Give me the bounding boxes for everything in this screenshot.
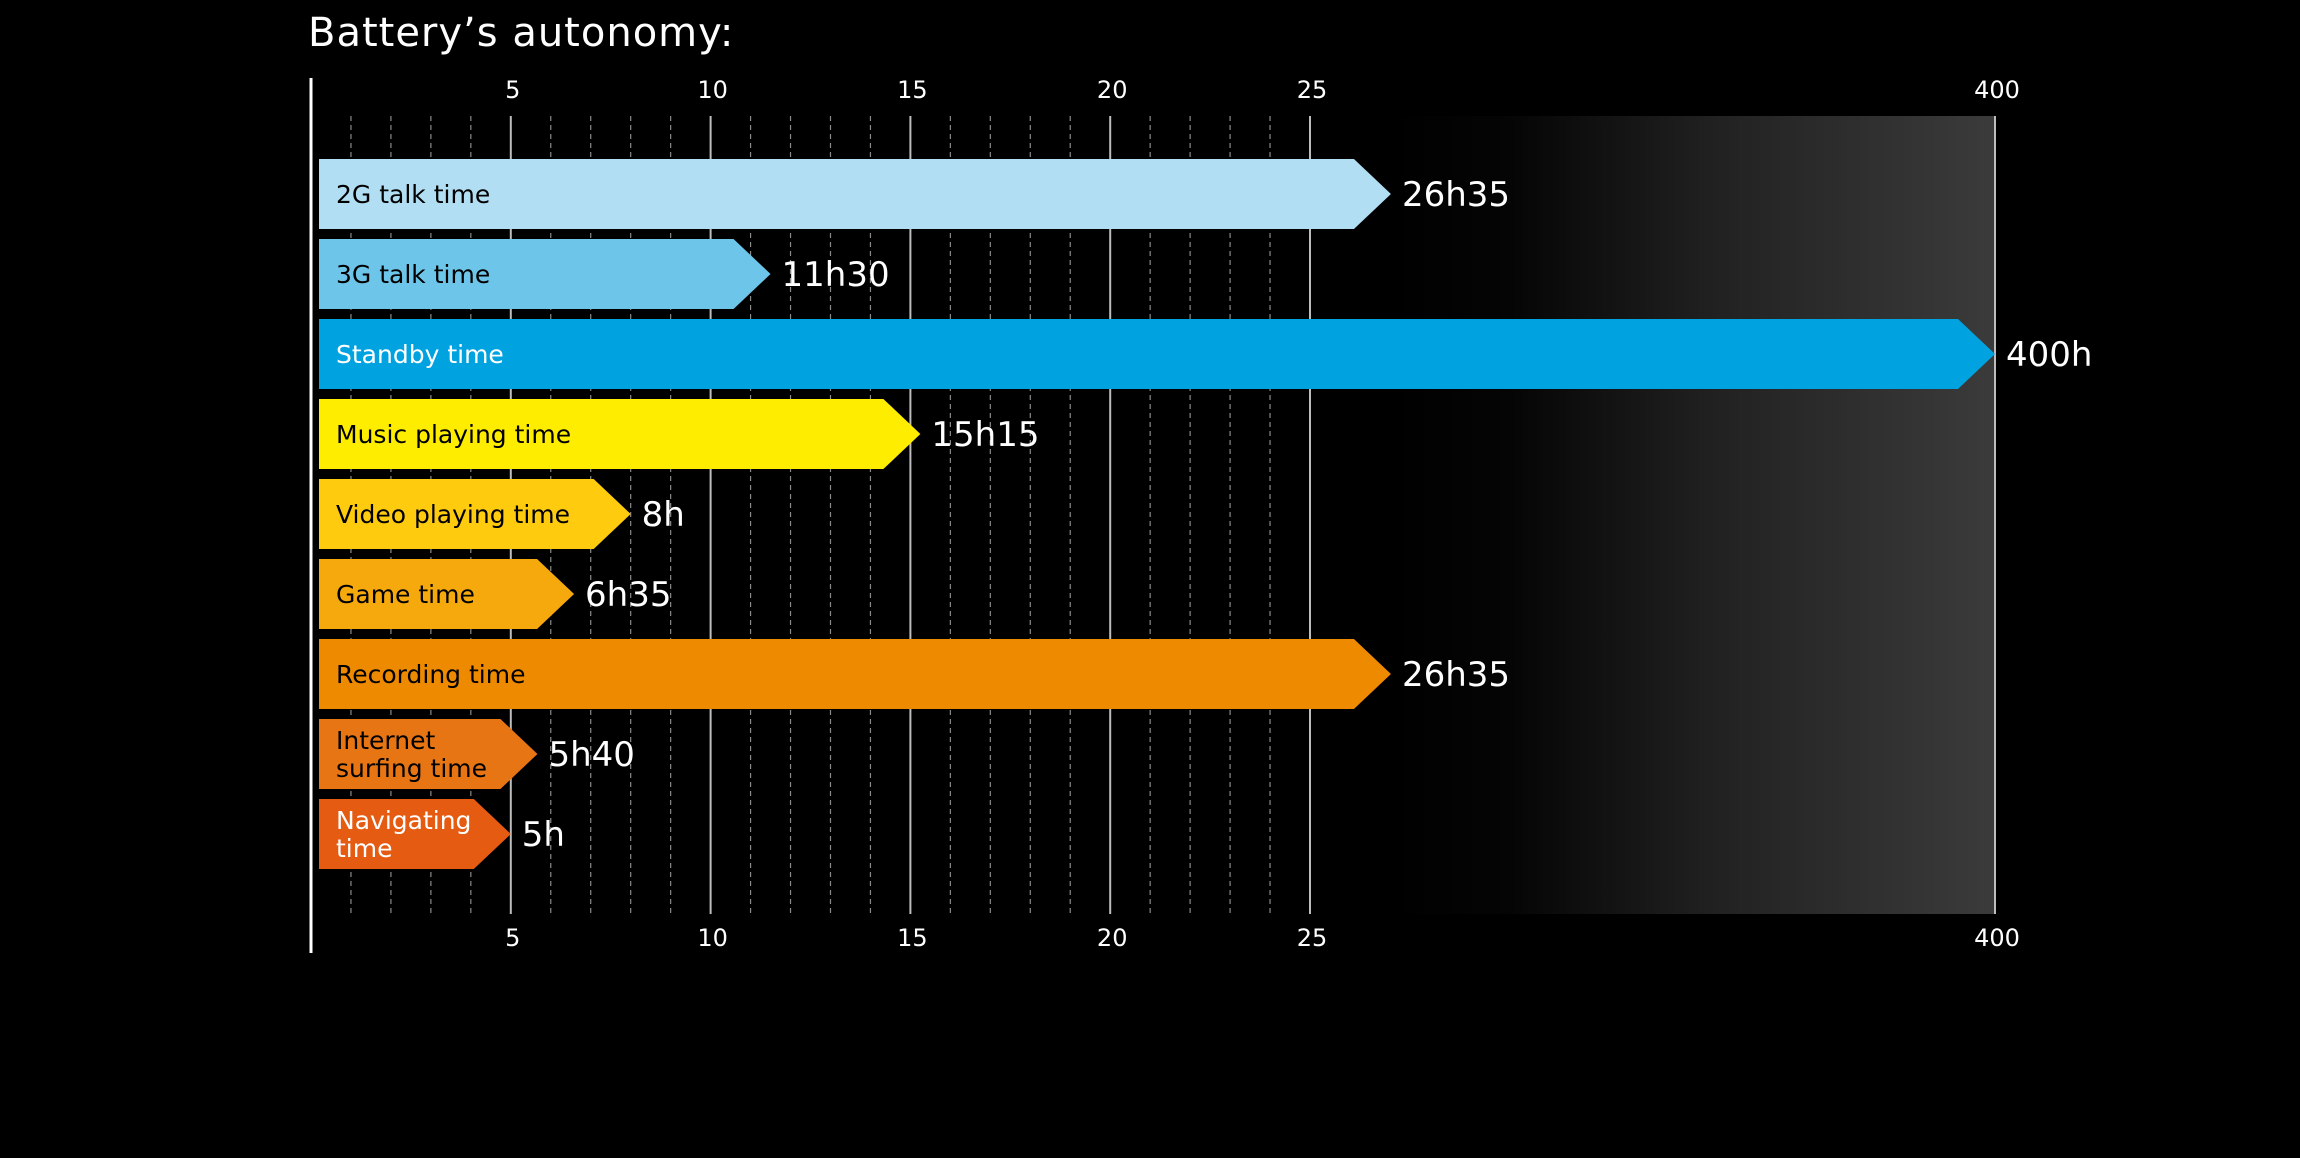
x-tick-label-top: 15: [897, 76, 928, 104]
bar: [319, 239, 771, 309]
x-tick-label-top: 20: [1097, 76, 1128, 104]
tick-labels: 5 5 10 10 15 15 20 20 25 25 400 400: [505, 76, 2020, 952]
bar-value-label: 26h35: [1402, 175, 1510, 215]
bar: [319, 399, 921, 469]
bar-group: Internet surfing time 5h40: [319, 719, 635, 789]
bar-value-label: 11h30: [782, 255, 890, 295]
bar-category-label: Music playing time: [336, 420, 571, 449]
x-tick-label-bottom: 15: [897, 924, 928, 952]
bar: [319, 319, 1995, 389]
bar-category-label: Standby time: [336, 340, 504, 369]
bar-value-label: 5h: [522, 815, 565, 855]
x-tick-label-bottom: 400: [1974, 924, 2020, 952]
bar-value-label: 26h35: [1402, 655, 1510, 695]
bar-value-label: 15h15: [931, 415, 1039, 455]
x-tick-label-bottom: 5: [505, 924, 520, 952]
bar-group: Navigating time 5h: [319, 799, 565, 869]
bar-group: 3G talk time 11h30: [319, 239, 890, 309]
chart-title: Battery’s autonomy:: [308, 10, 735, 56]
bar-category-label: Recording time: [336, 660, 525, 689]
bar-group: 2G talk time 26h35: [319, 159, 1510, 229]
bar: [319, 639, 1391, 709]
x-tick-label-top: 25: [1297, 76, 1328, 104]
bar-value-label: 5h40: [548, 735, 634, 775]
bar-group: Standby time 400h: [319, 319, 2092, 389]
bar-value-label: 8h: [642, 495, 685, 535]
bar-category-label: 2G talk time: [336, 180, 490, 209]
bar: [319, 159, 1391, 229]
x-tick-label-top: 400: [1974, 76, 2020, 104]
bar-value-label: 6h35: [585, 575, 671, 615]
bar-category-label: 3G talk time: [336, 260, 490, 289]
x-tick-label-top: 5: [505, 76, 520, 104]
bar-category-label: Internet surfing time: [336, 726, 487, 783]
bar-category-label: Game time: [336, 580, 475, 609]
axis-break-band: [1390, 116, 1995, 914]
bar-category-label: Navigating time: [336, 806, 471, 863]
x-tick-label-bottom: 20: [1097, 924, 1128, 952]
bar-group: Game time 6h35: [319, 559, 672, 629]
bars: 2G talk time 26h35 3G talk time 11h30 Standb…: [319, 159, 2092, 869]
x-tick-label-bottom: 10: [697, 924, 728, 952]
x-tick-label-top: 10: [697, 76, 728, 104]
bar: [319, 719, 538, 789]
bar-category-label: Video playing time: [336, 500, 570, 529]
bar: [319, 559, 575, 629]
bar-value-label: 400h: [2006, 335, 2092, 375]
bar-group: Recording time 26h35: [319, 639, 1510, 709]
bar-group: Video playing time 8h: [319, 479, 685, 549]
bar: [319, 479, 631, 549]
bar-group: Music playing time 15h15: [319, 399, 1039, 469]
x-tick-label-bottom: 25: [1297, 924, 1328, 952]
bar: [319, 799, 511, 869]
